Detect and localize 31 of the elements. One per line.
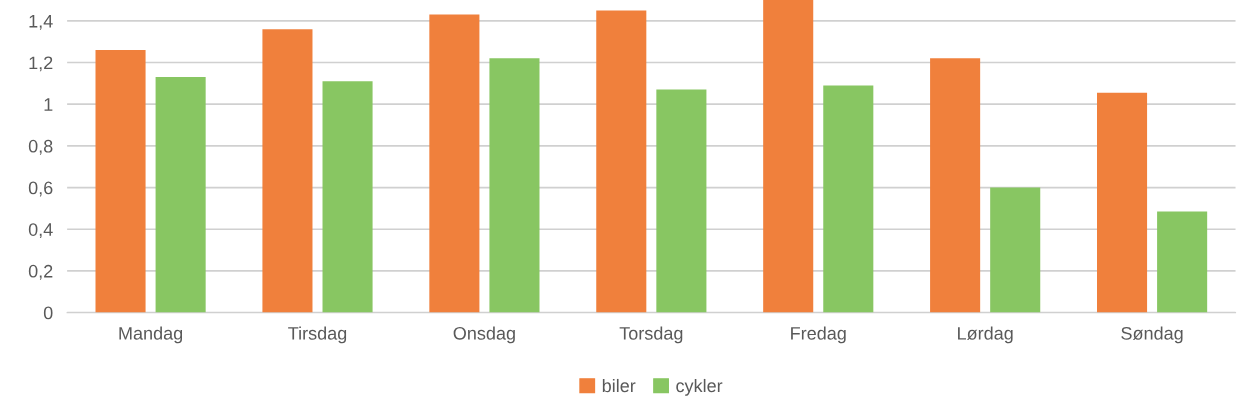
bar bbox=[155, 77, 206, 313]
bar bbox=[1097, 92, 1148, 313]
y-tick-label: 0,4 bbox=[28, 223, 53, 239]
y-tick-label: 0 bbox=[43, 306, 53, 320]
x-tick-label: Lørdag bbox=[958, 326, 1013, 344]
x-tick-label: Tirsdag bbox=[288, 326, 347, 344]
bar bbox=[1157, 211, 1208, 313]
bar bbox=[763, 0, 814, 313]
y-tick-label: 1,4 bbox=[29, 14, 53, 30]
bar bbox=[322, 81, 373, 313]
bar bbox=[429, 14, 480, 313]
x-tick-label: Mandag bbox=[119, 326, 183, 344]
y-tick-label: 1,2 bbox=[29, 56, 53, 72]
legend-label: cykler bbox=[676, 378, 723, 396]
bar bbox=[990, 187, 1041, 313]
y-tick-label: 0,6 bbox=[28, 181, 53, 197]
x-tick-label: Søndag bbox=[1121, 326, 1183, 344]
legend-label: biler bbox=[602, 378, 636, 393]
y-tick-label: 0,2 bbox=[28, 264, 53, 280]
y-tick-label: 1 bbox=[44, 98, 53, 111]
x-tick-label: Fredag bbox=[791, 326, 846, 344]
bar bbox=[656, 89, 707, 313]
bar bbox=[489, 58, 540, 313]
y-tick-label: 0,8 bbox=[28, 139, 53, 155]
bar bbox=[596, 10, 647, 313]
bar bbox=[95, 50, 146, 313]
bar bbox=[262, 29, 313, 313]
bar bbox=[823, 85, 874, 313]
x-tick-label: Torsdag bbox=[619, 326, 683, 344]
bar bbox=[930, 58, 981, 313]
x-tick-label: Onsdag bbox=[453, 326, 515, 344]
